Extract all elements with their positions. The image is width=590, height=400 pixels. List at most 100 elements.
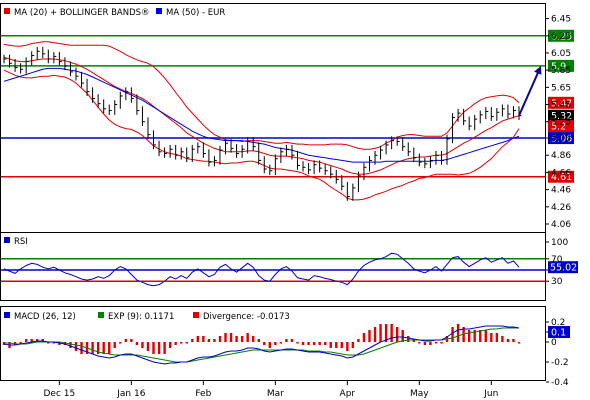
price-levels	[1, 35, 546, 178]
price-tag-bg-4	[548, 96, 574, 109]
price-tag-label-5: 5.32	[551, 111, 572, 122]
price-tick-label-5: 5.45	[551, 101, 571, 111]
rsi-legend: RSI	[14, 237, 28, 247]
price-tag-label-6: 5.2	[551, 122, 566, 133]
macd-divergence-bar-55	[307, 342, 310, 345]
price-tag-bg-6	[548, 120, 574, 133]
macd-divergence-bar-52	[290, 339, 294, 342]
legend-swatch-macd	[4, 312, 10, 318]
macd-divergence-bar-92	[512, 339, 515, 342]
macd-divergence-bar-69	[384, 324, 388, 342]
macd-divergence-bar-90	[501, 336, 504, 342]
macd-divergence-bar-58	[323, 342, 327, 345]
macd-panel-frame	[0, 306, 546, 381]
legend-swatch-ma20	[4, 8, 10, 14]
macd-divergence-bar-84	[467, 330, 471, 342]
macd-divergence-bar-51	[285, 339, 288, 342]
price-tag-bg-5	[548, 109, 574, 122]
macd-divergence-bar-23	[130, 339, 133, 342]
price-tag-label-4: 5.47	[551, 98, 572, 109]
macd-divergence-bar-45	[251, 336, 255, 342]
bollinger-upper-line	[3, 41, 520, 150]
macd-divergence-bar-68	[379, 324, 382, 342]
macd-divergence-bar-19	[108, 342, 111, 354]
macd-divergence-bar-66	[368, 330, 371, 342]
x-tick-label-3: Mar	[267, 389, 284, 399]
price-tag-label-3: 4.61	[551, 172, 572, 183]
macd-divergence-bar-9	[52, 342, 56, 344]
price-tick-label-1: 6.25	[551, 32, 571, 42]
price-tags: 6.25 5.9 5.06 4.61 5.47 5.325.2	[548, 29, 574, 183]
macd-divergence-bar-27	[152, 342, 155, 354]
macd-divergence-bar-71	[395, 327, 399, 342]
macd-tick-label-2: 0	[551, 338, 557, 348]
macd-divergence-bar-32	[180, 342, 183, 344]
macd-divergence-bar-85	[473, 330, 476, 342]
price-tag-label-0: 6.25	[551, 31, 572, 42]
price-panel: 6.25 5.9 5.06 4.61 5.47 5.325.2 6.45 6.25 6.05 5…	[0, 3, 574, 233]
legend-ma50: MA (50) - EUR	[166, 8, 225, 18]
macd-divergence-bar-25	[141, 342, 144, 348]
macd-divergence-bar-53	[296, 342, 299, 344]
price-tag-bg-3	[548, 170, 574, 183]
bollinger-lower-line	[3, 69, 520, 201]
macd-line	[3, 325, 520, 365]
macd-divergence-bar-41	[229, 333, 233, 342]
macd-tag-label: 0.1	[551, 328, 566, 339]
legend-swatch-ma50	[156, 8, 162, 14]
macd-divergence-bar-72	[401, 330, 404, 342]
x-tick-label-4: Apr	[340, 389, 356, 399]
macd-divergence-bar-20	[113, 342, 116, 348]
macd-divergence-bar-75	[418, 342, 421, 344]
macd-divergence-bar-91	[506, 339, 510, 342]
macd-divergence-bar-44	[246, 333, 249, 342]
price-tag-bg-0	[548, 29, 574, 42]
macd-divergence-bar-49	[274, 342, 277, 345]
projection-arrow-head	[534, 65, 542, 75]
macd-divergence-bar-61	[340, 342, 343, 348]
macd-divergence-bar-48	[268, 342, 272, 348]
macd-divergence-bar-86	[479, 330, 482, 342]
macd-divergence-bar-76	[423, 342, 427, 345]
macd-divergence-bar-14	[80, 342, 83, 354]
macd-divergence-bar-29	[163, 342, 166, 354]
legend-swatch-exp	[98, 312, 104, 318]
macd-divergence-bar-42	[235, 336, 238, 342]
macd-divergence-bar-39	[218, 336, 222, 342]
macd-divergence-bar-81	[451, 327, 454, 342]
macd-divergence-bar-13	[74, 342, 78, 351]
macd-divergence-bar-34	[191, 339, 194, 342]
macd-tick-label-4: -0.4	[551, 378, 569, 388]
price-tick-label-2: 6.05	[551, 49, 571, 59]
macd-divergence-bar-8	[47, 342, 50, 344]
macd-divergence-bar-35	[196, 336, 200, 342]
macd-divergence-bar-78	[434, 342, 438, 344]
price-tick-label-8: 4.86	[551, 151, 571, 161]
ma50-line	[3, 67, 520, 163]
macd-divergence-bar-12	[69, 342, 72, 348]
macd-divergence-bar-3	[19, 342, 22, 344]
macd-divergence-bar-50	[279, 342, 283, 344]
rsi-panel-frame	[0, 232, 546, 301]
macd-divergence-bar-18	[102, 342, 105, 354]
price-tick-label-7: 5.06	[551, 134, 571, 144]
price-tick-label-11: 4.26	[551, 203, 571, 213]
macd-divergence-bar-40	[224, 333, 227, 342]
macd-divergence-bar-59	[329, 342, 332, 348]
macd-divergence-bar-70	[390, 324, 393, 342]
macd-divergence-bar-89	[495, 333, 499, 342]
x-tick-label-0: Dec 15	[44, 389, 76, 399]
legend-macd: MACD (26, 12)	[14, 312, 76, 322]
macd-tick-label-3: -0.2	[551, 358, 569, 368]
macd-divergence-bar-87	[484, 330, 487, 342]
rsi-panel: 100705030 55.02 RSI	[0, 232, 578, 301]
x-tick-label-1: Jan 16	[116, 389, 145, 399]
macd-divergence-bar-64	[357, 339, 360, 342]
macd-divergence-bar-73	[407, 336, 410, 342]
macd-divergence-bar-63	[351, 342, 355, 348]
price-tick-label-6: 5.25	[551, 118, 571, 128]
macd-divergence-bar-82	[456, 324, 460, 342]
macd-divergence-bar-16	[91, 342, 94, 354]
price-tag-bg-2	[548, 132, 574, 145]
